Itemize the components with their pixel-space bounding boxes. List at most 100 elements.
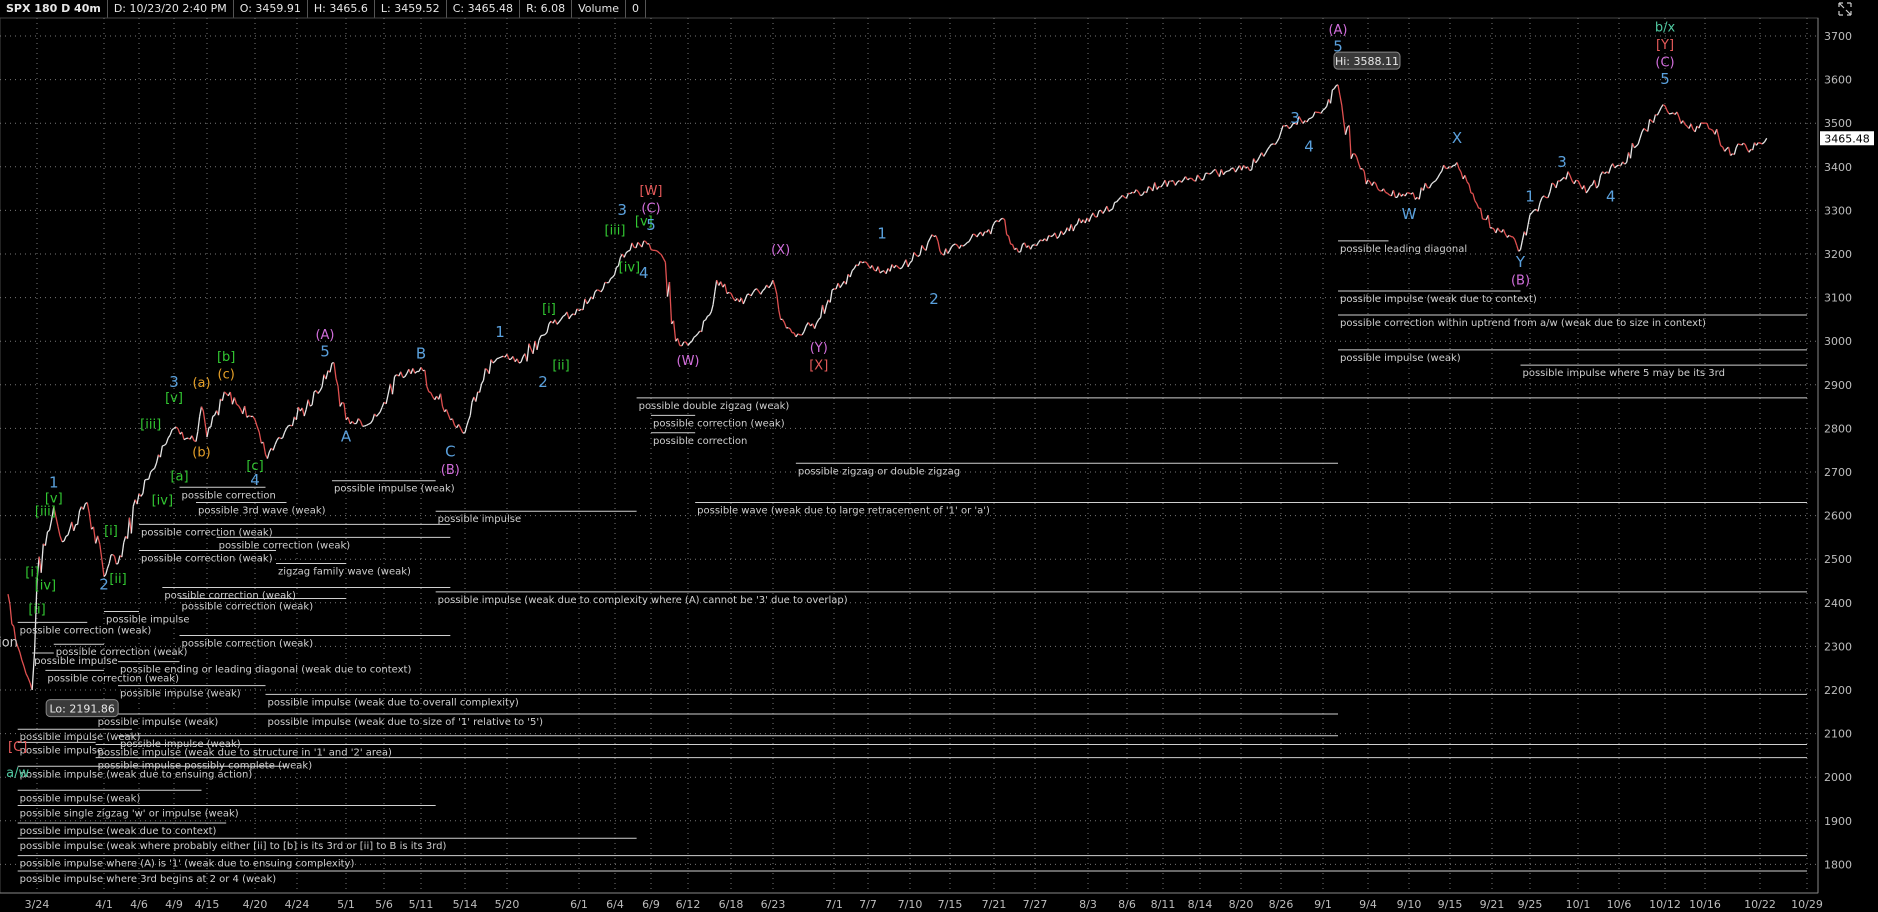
price-segment	[1004, 219, 1008, 235]
price-segment	[596, 289, 600, 291]
price-segment	[881, 270, 885, 273]
annotation-label: possible impulse (weak due to size of '1…	[268, 717, 544, 728]
price-segment	[1424, 182, 1429, 189]
price-segment	[1464, 175, 1468, 182]
price-segment	[175, 426, 179, 430]
symbol-label[interactable]: SPX 180 D 40m	[0, 0, 108, 18]
price-segment	[862, 261, 865, 264]
price-segment	[612, 274, 616, 278]
price-segment	[9, 604, 13, 625]
annotation-label: possible correction	[653, 436, 747, 447]
price-segment	[1263, 152, 1267, 157]
price-segment	[1218, 169, 1223, 177]
price-segment	[21, 659, 25, 667]
price-segment	[466, 420, 470, 426]
price-segment	[1647, 119, 1651, 132]
wave-label: (A)	[315, 328, 334, 343]
price-segment	[1698, 122, 1702, 129]
price-segment	[1172, 180, 1176, 186]
wave-label: 1	[877, 225, 887, 243]
price-segment	[1329, 89, 1334, 104]
price-segment	[1472, 193, 1476, 201]
price-segment	[633, 246, 637, 249]
wave-label: [i]	[104, 524, 118, 539]
price-segment	[617, 257, 621, 267]
wave-label: [iv]	[35, 579, 56, 594]
price-segment	[1678, 116, 1682, 124]
price-segment	[756, 288, 760, 292]
x-tick-label: 7/10	[898, 898, 923, 911]
price-segment	[542, 334, 546, 336]
price-segment	[7, 593, 11, 605]
price-segment	[1274, 141, 1278, 145]
price-segment	[447, 414, 451, 420]
price-segment	[1257, 156, 1261, 161]
price-segment	[165, 437, 169, 444]
price-segment	[148, 471, 152, 480]
price-segment	[1635, 143, 1639, 147]
wave-label: 1	[495, 323, 505, 341]
y-tick-label: 2100	[1824, 728, 1852, 741]
annotation-label: possible impulse	[34, 656, 117, 667]
wave-label: (C)	[641, 202, 660, 217]
price-segment	[1739, 143, 1742, 146]
price-segment	[662, 258, 666, 263]
x-tick-label: 8/20	[1229, 898, 1254, 911]
price-segment	[1716, 129, 1720, 138]
wave-label: 4	[639, 264, 649, 282]
price-segment	[1019, 244, 1024, 253]
x-tick-label: 4/15	[195, 898, 220, 911]
x-tick-label: 4/6	[130, 898, 148, 911]
price-segment	[311, 391, 315, 406]
price-segment	[325, 370, 329, 380]
price-segment	[627, 249, 631, 252]
price-segment	[643, 240, 646, 243]
price-segment	[355, 418, 360, 424]
price-segment	[1569, 175, 1573, 181]
price-segment	[301, 407, 305, 417]
price-segment	[774, 286, 778, 295]
price-segment	[262, 442, 267, 455]
price-segment	[140, 493, 144, 497]
price-segment	[439, 393, 444, 407]
price-segment	[366, 423, 370, 426]
wave-label: (b)	[192, 446, 210, 461]
price-segment	[1404, 192, 1408, 197]
expand-icon[interactable]	[1838, 2, 1852, 16]
price-segment	[53, 506, 57, 517]
price-segment	[31, 651, 36, 691]
x-tick-label: 7/21	[982, 898, 1007, 911]
price-segment	[1137, 191, 1141, 196]
price-segment	[631, 242, 635, 248]
price-segment	[885, 268, 889, 274]
price-segment	[371, 413, 376, 421]
price-segment	[132, 499, 136, 507]
price-segment	[274, 440, 278, 446]
price-segment	[1209, 172, 1212, 175]
price-segment	[695, 333, 699, 337]
price-segment	[754, 288, 758, 291]
y-tick-label: 2800	[1824, 422, 1852, 435]
price-segment	[1056, 235, 1060, 239]
price-segment	[159, 445, 163, 458]
price-segment	[317, 390, 321, 394]
price-tag: 3465.48	[1824, 132, 1870, 145]
price-segment	[490, 359, 494, 364]
price-segment	[1314, 111, 1318, 114]
price-segment	[1363, 171, 1367, 185]
wave-label: a/w	[6, 766, 29, 781]
price-segment	[1249, 169, 1252, 172]
price-segment	[1414, 196, 1418, 200]
price-segment	[637, 241, 641, 246]
price-segment	[445, 409, 449, 415]
price-segment	[1284, 124, 1288, 127]
price-segment	[404, 373, 408, 378]
x-tick-label: 5/1	[337, 898, 355, 911]
price-segment	[831, 288, 835, 291]
price-segment	[400, 371, 404, 378]
price-segment	[1599, 171, 1604, 176]
price-segment	[1145, 186, 1150, 193]
price-segment	[532, 340, 536, 354]
price-segment	[588, 296, 592, 302]
